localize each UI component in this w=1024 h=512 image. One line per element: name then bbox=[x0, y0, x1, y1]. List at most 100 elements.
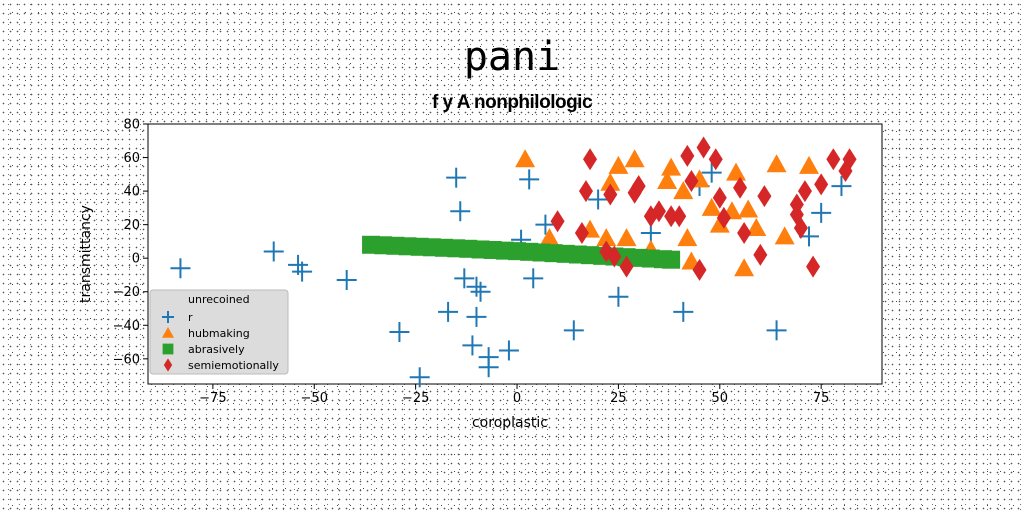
legend-label: semiemotionally bbox=[188, 359, 279, 372]
point-triangle-hubmaking bbox=[774, 226, 795, 245]
point-plus-r bbox=[438, 301, 459, 322]
point-plus-r bbox=[608, 286, 629, 307]
point-plus-r bbox=[519, 169, 540, 190]
point-diamond-semiemotionally bbox=[574, 222, 589, 245]
point-triangle-hubmaking bbox=[600, 172, 621, 191]
point-plus-r bbox=[766, 320, 787, 341]
point-plus-r bbox=[535, 214, 556, 235]
point-triangle-hubmaking bbox=[799, 155, 820, 174]
point-triangle-hubmaking bbox=[701, 197, 722, 216]
y-tick-label: 20 bbox=[123, 218, 140, 233]
legend-marker-plus bbox=[162, 311, 174, 323]
x-tick-label: 50 bbox=[712, 391, 729, 406]
point-diamond-semiemotionally bbox=[757, 185, 772, 208]
point-diamond-semiemotionally bbox=[716, 206, 731, 229]
y-tick-label: 40 bbox=[123, 185, 140, 200]
x-tick-label: 0 bbox=[513, 391, 521, 406]
point-triangle-hubmaking bbox=[673, 181, 694, 200]
point-diamond-semiemotionally bbox=[607, 245, 622, 268]
point-diamond-semiemotionally bbox=[603, 183, 618, 206]
point-plus-r bbox=[466, 276, 487, 297]
point-triangle-hubmaking bbox=[624, 149, 645, 168]
point-triangle-hubmaking bbox=[596, 228, 617, 247]
y-axis-label: transmittancy bbox=[78, 205, 94, 303]
y-tick-label: −20 bbox=[113, 285, 140, 300]
legend-marker-diamond bbox=[163, 358, 173, 372]
point-triangle-hubmaking bbox=[766, 154, 787, 173]
point-diamond-semiemotionally bbox=[631, 175, 646, 198]
point-triangle-hubmaking bbox=[726, 162, 747, 181]
point-diamond-semiemotionally bbox=[684, 170, 699, 193]
point-triangle-hubmaking bbox=[661, 157, 682, 176]
x-tick-label: −50 bbox=[301, 391, 328, 406]
point-plus-r bbox=[263, 241, 284, 262]
point-diamond-semiemotionally bbox=[578, 180, 593, 203]
point-diamond-semiemotionally bbox=[651, 200, 666, 223]
point-plus-r bbox=[292, 261, 313, 282]
legend-label: r bbox=[188, 311, 193, 324]
y-tick-label: 80 bbox=[123, 118, 140, 133]
x-tick-label: −25 bbox=[402, 391, 429, 406]
point-diamond-semiemotionally bbox=[708, 148, 723, 171]
point-plus-r bbox=[446, 167, 467, 188]
point-diamond-semiemotionally bbox=[797, 180, 812, 203]
point-triangle-hubmaking bbox=[734, 258, 755, 277]
point-diamond-semiemotionally bbox=[826, 148, 841, 171]
legend-label: abrasively bbox=[188, 343, 245, 356]
point-plus-r bbox=[831, 176, 852, 197]
point-diamond-semiemotionally bbox=[814, 173, 829, 196]
point-triangle-hubmaking bbox=[746, 218, 767, 236]
y-tick-label: −40 bbox=[113, 319, 140, 334]
legend-title: unrecoined bbox=[188, 293, 250, 306]
point-plus-r bbox=[588, 189, 609, 210]
point-square-abrasively bbox=[662, 250, 681, 269]
point-diamond-semiemotionally bbox=[712, 186, 727, 209]
x-axis-label: coroplastic bbox=[472, 415, 548, 431]
point-plus-r bbox=[470, 281, 491, 302]
point-plus-r bbox=[673, 301, 694, 322]
point-triangle-hubmaking bbox=[608, 155, 629, 174]
point-plus-r bbox=[563, 320, 584, 341]
legend-marker-square bbox=[162, 343, 174, 355]
point-diamond-semiemotionally bbox=[619, 255, 634, 278]
point-plus-r bbox=[450, 201, 471, 222]
chart-subtitle: f y A nonphilologic bbox=[431, 92, 593, 113]
point-triangle-hubmaking bbox=[677, 228, 698, 247]
point-diamond-semiemotionally bbox=[664, 205, 679, 228]
point-diamond-semiemotionally bbox=[737, 222, 752, 245]
point-plus-r bbox=[811, 202, 832, 223]
point-diamond-semiemotionally bbox=[696, 136, 711, 159]
x-tick-label: 75 bbox=[813, 391, 830, 406]
point-plus-r bbox=[466, 306, 487, 327]
point-plus-r bbox=[336, 270, 357, 290]
point-diamond-semiemotionally bbox=[733, 176, 748, 199]
point-plus-r bbox=[170, 258, 191, 279]
point-plus-r bbox=[701, 162, 722, 183]
legend-marker-triangle bbox=[162, 327, 174, 338]
point-plus-r bbox=[478, 357, 499, 378]
point-plus-r bbox=[454, 268, 475, 289]
legend-box bbox=[149, 289, 289, 375]
x-tick-label: 25 bbox=[610, 391, 627, 406]
point-diamond-semiemotionally bbox=[550, 210, 565, 233]
point-diamond-semiemotionally bbox=[672, 205, 687, 228]
y-tick-label: −60 bbox=[113, 352, 140, 367]
point-diamond-semiemotionally bbox=[680, 144, 695, 167]
point-plus-r bbox=[498, 340, 519, 361]
point-diamond-semiemotionally bbox=[842, 148, 857, 171]
point-triangle-hubmaking bbox=[657, 171, 678, 190]
point-diamond-semiemotionally bbox=[753, 243, 768, 266]
point-triangle-hubmaking bbox=[709, 214, 730, 233]
point-diamond-semiemotionally bbox=[806, 255, 821, 278]
point-triangle-hubmaking bbox=[539, 228, 560, 247]
point-diamond-semiemotionally bbox=[793, 217, 808, 239]
point-plus-r bbox=[389, 322, 410, 342]
chart-title: pani bbox=[463, 34, 561, 80]
legend-label: hubmaking bbox=[188, 327, 250, 340]
point-plus-r bbox=[523, 268, 544, 289]
point-diamond-semiemotionally bbox=[583, 148, 598, 171]
point-triangle-hubmaking bbox=[616, 228, 637, 247]
point-diamond-semiemotionally bbox=[692, 258, 707, 281]
point-triangle-hubmaking bbox=[515, 149, 536, 168]
